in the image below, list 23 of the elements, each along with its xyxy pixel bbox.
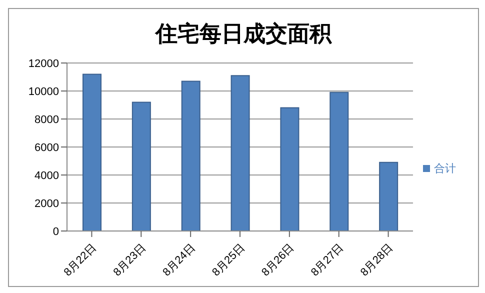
x-tick-label: 8月26日 xyxy=(260,242,297,279)
y-tick-label: 2000 xyxy=(34,198,59,210)
x-tick-label: 8月27日 xyxy=(309,242,346,279)
x-tick-label: 8月28日 xyxy=(358,242,396,279)
x-tick-label: 8月25日 xyxy=(210,242,248,279)
x-tick-label: 8月23日 xyxy=(111,242,148,279)
bar xyxy=(82,74,102,231)
legend-label: 合计 xyxy=(434,162,456,174)
y-tick-label: 12000 xyxy=(28,58,59,70)
x-tick-label: 8月24日 xyxy=(160,242,198,279)
y-tick-label: 10000 xyxy=(28,86,59,98)
bar xyxy=(280,107,300,231)
chart-title: 住宅每日成交面积 xyxy=(154,20,333,49)
bar xyxy=(181,80,200,231)
y-tick-label: 0 xyxy=(52,226,59,238)
y-tick-label: 4000 xyxy=(34,170,59,182)
y-tick-label: 6000 xyxy=(34,142,59,154)
x-tick-label: 8月22日 xyxy=(62,242,99,279)
bar xyxy=(379,162,398,231)
bar xyxy=(230,75,250,231)
y-tick-label: 8000 xyxy=(34,114,59,126)
bar xyxy=(330,92,349,231)
bar xyxy=(132,102,151,231)
